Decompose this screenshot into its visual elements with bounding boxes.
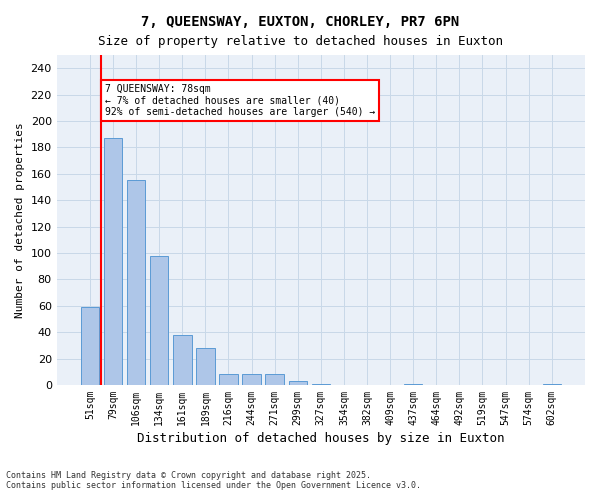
X-axis label: Distribution of detached houses by size in Euxton: Distribution of detached houses by size … bbox=[137, 432, 505, 445]
Bar bbox=[150, 256, 169, 385]
Bar bbox=[311, 384, 330, 385]
Text: Size of property relative to detached houses in Euxton: Size of property relative to detached ho… bbox=[97, 35, 503, 48]
Text: 7, QUEENSWAY, EUXTON, CHORLEY, PR7 6PN: 7, QUEENSWAY, EUXTON, CHORLEY, PR7 6PN bbox=[141, 15, 459, 29]
Bar bbox=[542, 384, 561, 385]
Bar bbox=[104, 138, 122, 385]
Y-axis label: Number of detached properties: Number of detached properties bbox=[15, 122, 25, 318]
Bar bbox=[219, 374, 238, 385]
Bar bbox=[127, 180, 145, 385]
Text: Contains HM Land Registry data © Crown copyright and database right 2025.
Contai: Contains HM Land Registry data © Crown c… bbox=[6, 470, 421, 490]
Bar bbox=[173, 335, 191, 385]
Bar bbox=[242, 374, 261, 385]
Bar bbox=[196, 348, 215, 385]
Bar bbox=[404, 384, 422, 385]
Bar bbox=[265, 374, 284, 385]
Bar bbox=[80, 307, 99, 385]
Bar bbox=[289, 381, 307, 385]
Text: 7 QUEENSWAY: 78sqm
← 7% of detached houses are smaller (40)
92% of semi-detached: 7 QUEENSWAY: 78sqm ← 7% of detached hous… bbox=[105, 84, 375, 117]
